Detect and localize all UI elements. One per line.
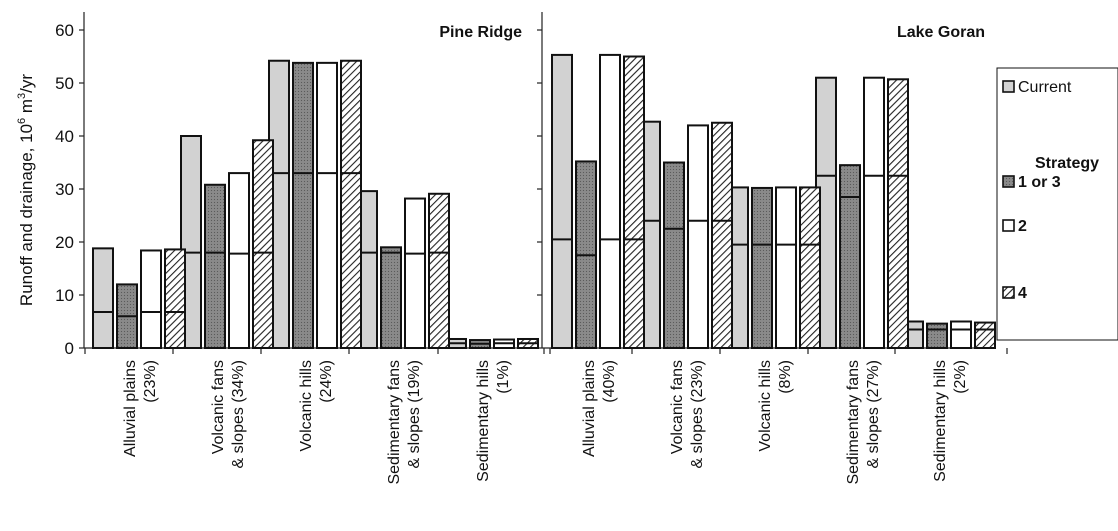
category-label-line: Alluvial plains [581, 360, 598, 457]
bar-1-or-3 [663, 161, 685, 349]
category-label: Volcanic fans & slopes (23%) [669, 360, 706, 469]
bar-2 [228, 172, 250, 349]
bar-4 [974, 321, 996, 349]
legend-swatch-s13 [1002, 175, 1015, 188]
category-label-line: & slopes (27%) [865, 360, 882, 469]
bar-4 [887, 78, 909, 349]
category-label-line: (40%) [601, 360, 618, 403]
bar-current [92, 247, 114, 349]
category-label-line: (23%) [142, 360, 159, 403]
bar-1-or-3 [926, 322, 948, 349]
panel-title: Pine Ridge [439, 24, 522, 41]
category-label-line: Alluvial plains [122, 360, 139, 457]
legend-label-current: Current [1018, 79, 1072, 96]
category-label-line: (24%) [318, 360, 335, 403]
category-label: Sedimentary fans & slopes (27%) [845, 360, 882, 485]
bar-1-or-3 [380, 246, 402, 349]
bar-4 [623, 55, 645, 349]
bar-4 [164, 248, 186, 349]
category-label: Sedimentary hills (1%) [475, 360, 512, 482]
bar-2 [599, 53, 621, 349]
category-label-line: Sedimentary hills [932, 360, 949, 482]
bar-2 [950, 320, 972, 349]
y-tick-label: 30 [55, 180, 74, 199]
bar-1-or-3 [204, 183, 226, 349]
category-label: Volcanic hills (8%) [757, 360, 794, 452]
bar-1-or-3 [751, 186, 773, 349]
legend: Current Strategy 1 or 3 2 4 [996, 67, 1118, 341]
category-label-line: Sedimentary fans [386, 360, 403, 485]
y-axis-label: Runoff and drainage, 106 m3/yr [16, 74, 36, 306]
category-label: Sedimentary fans & slopes (19%) [386, 360, 423, 485]
legend-label-s4: 4 [1018, 285, 1027, 302]
category-label-line: (1%) [495, 360, 512, 394]
bar-current [551, 53, 573, 349]
y-tick-label: 20 [55, 233, 74, 252]
bar-2 [316, 61, 338, 350]
bar-4 [340, 59, 362, 350]
bar-2 [775, 186, 797, 349]
bar-4 [428, 192, 450, 349]
bar-2 [404, 197, 426, 349]
legend-strategy-title: Strategy [1035, 155, 1099, 172]
y-tick-label: 40 [55, 127, 74, 146]
category-label-line: Volcanic fans [669, 360, 686, 454]
category-label: Sedimentary hills (2%) [932, 360, 969, 482]
category-label-line: Sedimentary fans [845, 360, 862, 485]
category-label-line: Volcanic hills [298, 360, 315, 452]
category-label-line: Volcanic fans [210, 360, 227, 454]
bar-4 [252, 139, 274, 349]
legend-swatch-s2 [1002, 219, 1015, 232]
category-label: Alluvial plains (40%) [581, 360, 618, 457]
legend-box [996, 67, 1118, 341]
bar-2 [140, 249, 162, 349]
category-label-line: & slopes (34%) [230, 360, 247, 469]
category-label: Volcanic fans & slopes (34%) [210, 360, 247, 469]
category-label-line: & slopes (23%) [689, 360, 706, 469]
category-label-line: Volcanic hills [757, 360, 774, 452]
bar-4 [711, 121, 733, 349]
bar-4 [799, 186, 821, 349]
legend-label-s2: 2 [1018, 218, 1027, 235]
y-tick-label: 60 [55, 21, 74, 40]
y-tick-label: 10 [55, 286, 74, 305]
plot-area [92, 53, 996, 350]
legend-label-s13: 1 or 3 [1018, 174, 1061, 191]
category-label-line: & slopes (19%) [406, 360, 423, 469]
y-tick-label: 50 [55, 74, 74, 93]
bar-2 [687, 124, 709, 350]
legend-swatch-current [1002, 80, 1015, 93]
category-label-line: (2%) [952, 360, 969, 394]
bar-1-or-3 [839, 164, 861, 349]
panel-title: Lake Goran [897, 24, 985, 41]
category-label: Alluvial plains (23%) [122, 360, 159, 457]
legend-swatch-s4 [1002, 286, 1015, 299]
bar-1-or-3 [292, 61, 314, 350]
category-label-line: (8%) [777, 360, 794, 394]
category-label-line: Sedimentary hills [475, 360, 492, 482]
category-label: Volcanic hills (24%) [298, 360, 335, 452]
y-tick-label: 0 [65, 339, 74, 358]
bar-2 [863, 76, 885, 349]
